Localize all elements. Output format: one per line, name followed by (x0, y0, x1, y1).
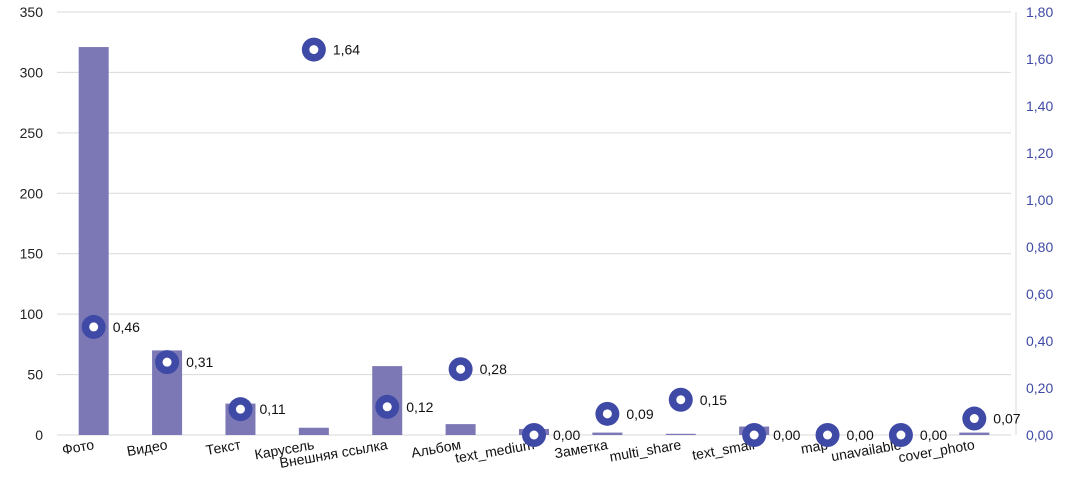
marker-center (309, 45, 319, 55)
data-label: 0,00 (847, 427, 874, 443)
marker-center (529, 430, 539, 440)
y-right-tick-label: 1,40 (1026, 98, 1053, 114)
data-label: 0,31 (186, 354, 213, 370)
marker-center (602, 409, 612, 419)
marker-center (896, 430, 906, 440)
data-label: 1,64 (333, 42, 360, 58)
bar-8 (665, 433, 696, 435)
y-right-tick-label: 0,80 (1026, 239, 1053, 255)
y-left-tick-label: 150 (20, 246, 44, 262)
category-label: Видео (126, 436, 169, 459)
data-label: 0,00 (920, 427, 947, 443)
data-label: 0,11 (259, 401, 285, 417)
data-label: 0,09 (626, 406, 653, 422)
marker-center (749, 430, 759, 440)
y-right-tick-label: 0,20 (1026, 380, 1053, 396)
bar-12 (959, 432, 990, 435)
marker-center (162, 357, 172, 367)
bar-3 (298, 427, 329, 435)
bar-0 (78, 47, 109, 435)
data-label: 0,15 (700, 392, 727, 408)
category-label: Фото (61, 436, 96, 457)
y-right-tick-label: 1,20 (1026, 145, 1053, 161)
y-right-tick-label: 0,40 (1026, 333, 1053, 349)
y-right-tick-label: 0,00 (1026, 427, 1053, 443)
y-right-tick-label: 1,80 (1026, 4, 1053, 20)
data-label: 0,00 (553, 427, 580, 443)
y-left-tick-label: 100 (20, 306, 44, 322)
marker-center (969, 414, 979, 424)
y-left-tick-label: 50 (27, 367, 43, 383)
data-label: 0,12 (406, 399, 433, 415)
y-right-tick-label: 0,60 (1026, 286, 1053, 302)
y-left-tick-label: 200 (20, 185, 44, 201)
bar-5 (445, 424, 476, 435)
y-left-tick-label: 0 (35, 427, 43, 443)
data-label: 0,46 (113, 319, 140, 335)
data-label: 0,07 (993, 411, 1020, 427)
marker-center (235, 404, 245, 414)
y-left-tick-label: 350 (20, 4, 44, 20)
y-left-tick-label: 250 (20, 125, 44, 141)
bar-7 (592, 432, 623, 435)
data-label: 0,28 (480, 361, 507, 377)
data-label: 0,00 (773, 427, 800, 443)
marker-center (676, 395, 686, 405)
marker-center (382, 402, 392, 412)
y-right-tick-label: 1,00 (1026, 192, 1053, 208)
category-label: Текст (204, 436, 242, 458)
marker-center (456, 364, 466, 374)
y-left-tick-label: 300 (20, 64, 44, 80)
category-label: multi_share (608, 436, 682, 464)
marker-center (89, 322, 99, 332)
y-right-tick-label: 1,60 (1026, 51, 1053, 67)
marker-center (823, 430, 833, 440)
category-label: text_medium (454, 436, 536, 466)
